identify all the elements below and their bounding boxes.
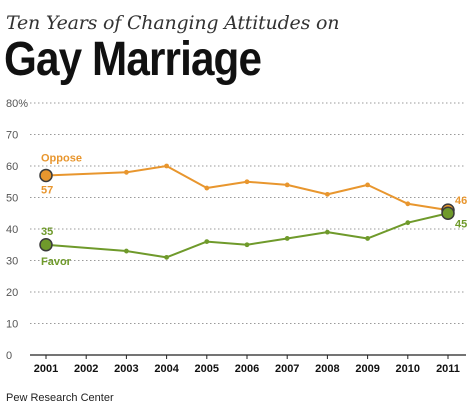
oppose-point (284, 182, 290, 188)
data-labels: Oppose 57 46 35 Favor 45 (41, 152, 467, 267)
axes: 0 10 20 30 40 50 60 70 80% 2001 2002 2003 2004 2005 20… (6, 98, 466, 375)
x-tick-label: 2011 (436, 363, 460, 375)
favor-point (405, 220, 411, 226)
favor-point (365, 236, 370, 241)
y-tick-label: 0 (6, 350, 12, 362)
oppose-endpoint (39, 168, 53, 183)
grid-lines (30, 102, 466, 324)
x-tick-label: 2010 (396, 363, 420, 375)
y-tick-label: 60 (6, 161, 18, 173)
favor-endpoint (441, 206, 455, 220)
x-tick-label: 2009 (355, 363, 379, 375)
y-tick-label: 10 (6, 319, 18, 331)
oppose-point (164, 163, 170, 169)
y-tick-label: 80% (6, 98, 28, 110)
favor-point (164, 254, 170, 260)
y-tick-label: 30 (6, 256, 18, 268)
y-tick-label: 40 (6, 224, 18, 236)
source-note: Pew Research Center (6, 392, 114, 404)
oppose-point (204, 185, 210, 191)
y-tick-label: 70 (6, 130, 18, 142)
series-name-label: Oppose (41, 152, 82, 164)
x-tick-label: 2003 (114, 363, 138, 375)
series-name-label: Favor (41, 256, 72, 268)
oppose-point (365, 182, 370, 188)
data-label: 46 (455, 195, 467, 207)
data-label: 57 (41, 184, 53, 196)
x-tick-label: 2005 (195, 363, 219, 375)
x-tick-label: 2001 (34, 363, 58, 375)
oppose-point (244, 179, 250, 185)
x-tick-label: 2007 (275, 363, 299, 375)
oppose-point (405, 201, 411, 207)
y-tick-label: 50 (6, 193, 18, 205)
favor-point (204, 239, 210, 245)
favor-point (325, 229, 330, 235)
series-lines (39, 163, 455, 260)
favor-point (284, 236, 290, 241)
favor-point (244, 242, 250, 248)
favor-line (45, 212, 449, 259)
oppose-point (124, 169, 129, 175)
x-tick-label: 2006 (235, 363, 259, 375)
oppose-point (325, 191, 330, 197)
data-label: 35 (41, 226, 53, 238)
chart-title: Gay Marriage (4, 33, 262, 86)
x-tick-label: 2008 (315, 363, 339, 375)
oppose-line (45, 165, 449, 212)
chart-subtitle: Ten Years of Changing Attitudes on (6, 12, 340, 34)
x-tick-label: 2002 (74, 363, 98, 375)
x-tick-label: 2004 (154, 363, 179, 375)
data-label: 45 (455, 218, 467, 230)
favor-endpoint (39, 238, 53, 252)
favor-point (124, 248, 129, 254)
y-tick-label: 20 (6, 287, 18, 299)
